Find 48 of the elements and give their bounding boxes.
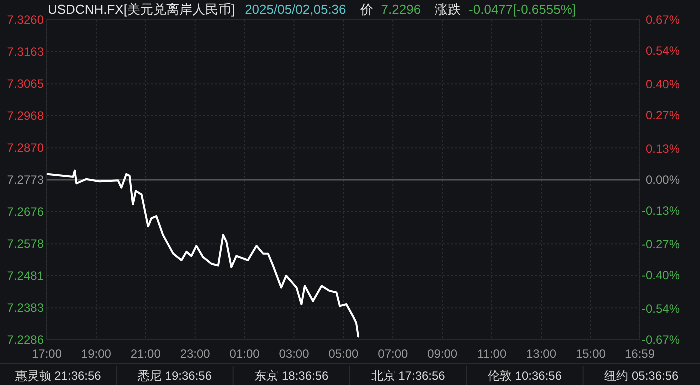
x-tick-label: 15:00 <box>576 347 606 361</box>
line-series <box>46 170 360 338</box>
text: 7.2296 <box>381 2 422 17</box>
y-tick-label: 7.2968 <box>7 108 44 123</box>
y2-tick-label: -0.13% <box>642 204 680 218</box>
x-tick-label: 01:00 <box>230 347 260 361</box>
text: 涨跌 <box>435 2 462 17</box>
x-tick-label: 07:00 <box>378 347 408 361</box>
x-tick-label: 19:00 <box>81 347 112 361</box>
y2-tick-label: -0.67% <box>642 333 680 347</box>
y2-tick-label: 0.13% <box>646 142 680 156</box>
y-tick-label: 7.2286 <box>7 333 44 347</box>
text: 东京 18:36:56 <box>254 369 330 383</box>
x-tick-label: 03:00 <box>279 347 310 361</box>
text: 北京 17:36:56 <box>371 369 446 383</box>
y-tick-label: 7.2481 <box>7 268 44 283</box>
y-tick-label: 7.2383 <box>7 301 44 316</box>
text: 价 <box>359 2 374 17</box>
y2-tick-label: 0.67% <box>646 13 680 27</box>
y-tick-label: 7.2578 <box>7 237 44 252</box>
x-tick-label: 09:00 <box>428 347 458 361</box>
y2-tick-label: 0.40% <box>646 77 680 92</box>
y2-tick-label: -0.27% <box>642 237 680 252</box>
text: -0.0477[-0.6555%] <box>469 2 576 17</box>
x-tick-label: 13:00 <box>526 347 557 361</box>
x-tick-label: 16:59 <box>624 347 656 361</box>
x-tick-label: 05:00 <box>328 347 360 361</box>
y2-tick-label: 0.00% <box>646 173 680 187</box>
text: 惠灵顿 21:36:56 <box>14 369 102 383</box>
y-tick-label: 7.3065 <box>7 77 44 92</box>
y2-tick-label: 0.54% <box>646 44 680 58</box>
y-tick-label: 7.2676 <box>7 204 44 219</box>
y-tick-label: 7.3163 <box>7 44 44 59</box>
text: 悉尼 19:36:56 <box>136 369 212 383</box>
y2-tick-label: -0.40% <box>642 268 680 283</box>
x-tick-label: 17:00 <box>32 347 62 361</box>
x-tick-label: 21:00 <box>130 347 162 361</box>
chart-title: USDCNH.FX[美元兑离岸人民币] <box>48 2 236 17</box>
y-tick-label: 7.2773 <box>7 173 44 187</box>
y-tick-label: 7.3260 <box>7 13 44 27</box>
text: 伦敦 10:36:56 <box>488 369 562 383</box>
chart-subtitle: 2025/05/02,05:36 <box>245 2 346 17</box>
text: 纽约 05:36:56 <box>604 369 680 383</box>
y-tick-label: 7.2870 <box>7 141 44 156</box>
x-tick-label: 11:00 <box>477 347 507 361</box>
y2-tick-label: -0.54% <box>642 302 680 316</box>
y2-tick-label: 0.27% <box>646 108 680 123</box>
x-tick-label: 23:00 <box>180 347 211 361</box>
